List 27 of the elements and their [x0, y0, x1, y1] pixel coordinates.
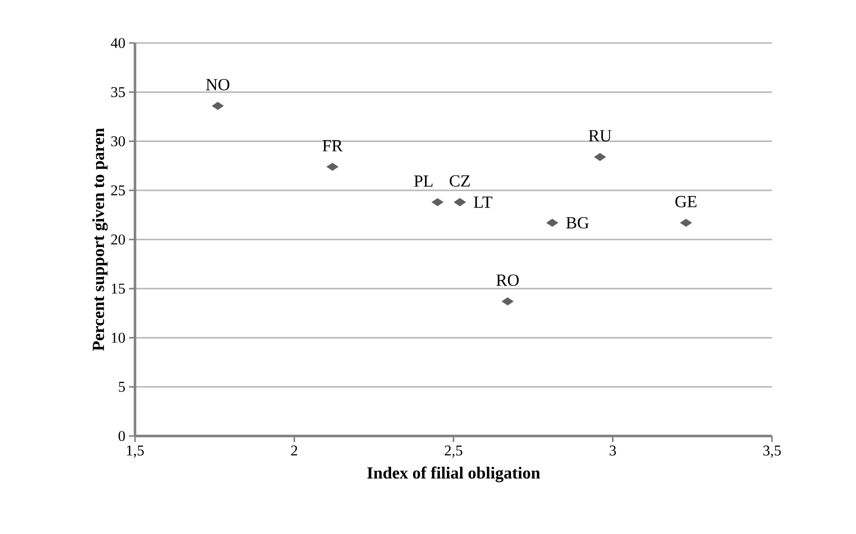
y-axis-title: Percent support given to paren [92, 128, 108, 351]
series-label: LT [474, 196, 492, 208]
series-label: BG [566, 217, 589, 228]
x-axis-title: Index of filial obligation [367, 466, 540, 482]
x-tick-label: 2 [291, 446, 298, 456]
y-tick-label: 30 [111, 136, 125, 146]
y-tick-label: 15 [112, 284, 125, 294]
y-tick-label: 0 [118, 430, 125, 442]
y-tick-label: 20 [111, 234, 125, 245]
point [680, 218, 692, 227]
x-tick-label: 3 [610, 446, 616, 456]
y-tick-label: 5 [118, 382, 125, 392]
series-label: RO [496, 274, 519, 286]
series-label: GE [675, 196, 696, 208]
y-tick-label: 25 [111, 185, 125, 196]
series-label: RU [588, 130, 612, 142]
x-tick-label: 1,5 [126, 446, 144, 458]
series-label: FR [322, 140, 343, 152]
series-label: PL [414, 176, 432, 187]
x-tick-label: 3,5 [763, 446, 781, 458]
series-label: CZ [450, 175, 470, 187]
x-tick-label: 2,5 [444, 446, 462, 458]
y-tick-label: 40 [110, 38, 125, 48]
point [594, 152, 606, 162]
series-label: NO [206, 78, 230, 90]
y-tick-label: 35 [111, 87, 125, 98]
y-tick-label: 10 [112, 332, 125, 343]
